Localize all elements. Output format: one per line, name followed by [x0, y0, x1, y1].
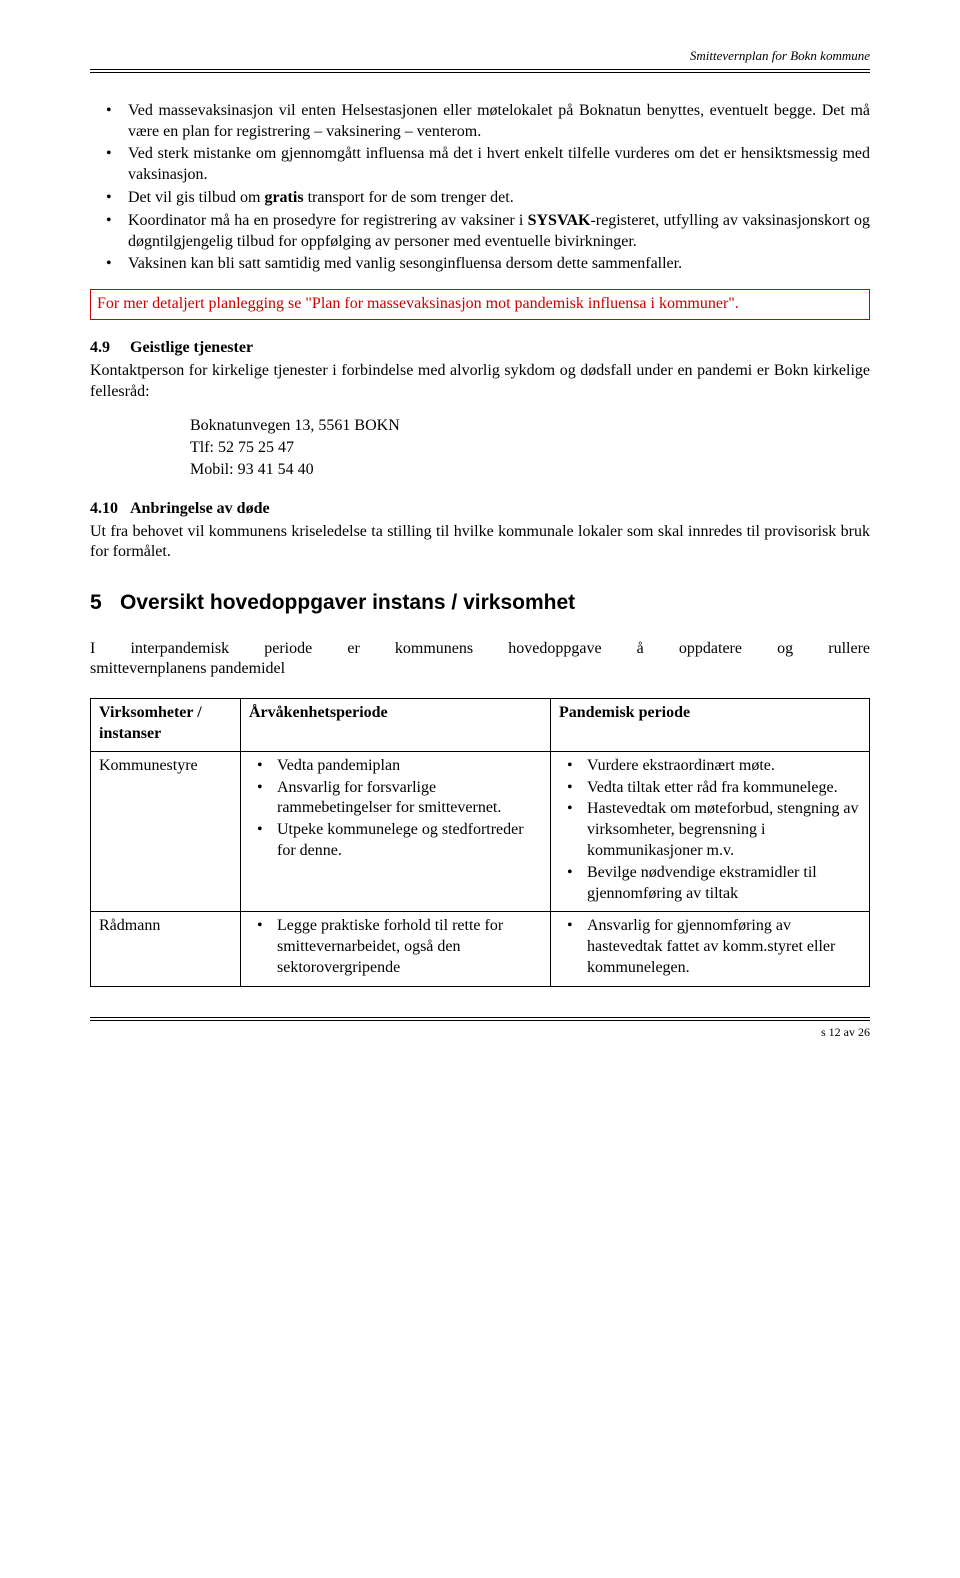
cell-list: Ansvarlig for gjennomføring av hastevedt…: [559, 916, 861, 978]
bullet-text-pre: Koordinator må ha en prosedyre for regis…: [128, 212, 528, 229]
footer-rule: [90, 1017, 870, 1018]
bullet-text-bold: gratis: [264, 189, 303, 206]
bullet-item: Det vil gis tilbud om gratis transport f…: [128, 188, 870, 209]
bullet-item: Ved sterk mistanke om gjennomgått influe…: [128, 144, 870, 186]
list-item: Utpeke kommunelege og stedfortreder for …: [277, 820, 542, 862]
subheading-title: Anbringelse av døde: [130, 500, 270, 517]
list-item: Ansvarlig for gjennomføring av hastevedt…: [587, 916, 861, 978]
table-cell: Legge praktiske forhold til rette for sm…: [241, 912, 551, 986]
bullet-text: Ved massevaksinasjon vil enten Helsestas…: [128, 102, 870, 140]
bullet-text: Vaksinen kan bli satt samtidig med vanli…: [128, 255, 682, 272]
running-header-text: Smittevernplan for Bokn kommune: [690, 48, 870, 63]
section-5-title: 5Oversikt hovedoppgaver instans / virkso…: [90, 589, 870, 616]
table-header-cell: Virksomheter / instanser: [91, 699, 241, 752]
list-item: Legge praktiske forhold til rette for sm…: [277, 916, 542, 978]
overview-table: Virksomheter / instanser Årvåkenhetsperi…: [90, 698, 870, 987]
intro-line: smittevernplanens pandemidel: [90, 659, 870, 680]
header-text: Pandemisk periode: [559, 704, 690, 721]
bullet-item: Koordinator må ha en prosedyre for regis…: [128, 211, 870, 253]
bullet-text-bold: SYSVAK: [528, 212, 591, 229]
address-line: Boknatunvegen 13, 5561 BOKN: [190, 416, 870, 437]
section-title-text: Oversikt hovedoppgaver instans / virksom…: [120, 591, 575, 614]
table-cell: Kommunestyre: [91, 751, 241, 912]
table-row: Rådmann Legge praktiske forhold til rett…: [91, 912, 870, 986]
subheading-number: 4.9: [90, 338, 130, 359]
red-callout-text: For mer detaljert planlegging se "Plan f…: [97, 295, 739, 312]
paragraph: Kontaktperson for kirkelige tjenester i …: [90, 361, 870, 403]
subheading-number: 4.10: [90, 499, 130, 520]
subheading-4-9: 4.9Geistlige tjenester: [90, 338, 870, 359]
page-number-text: s 12 av 26: [821, 1025, 870, 1039]
list-item: Vedta pandemiplan: [277, 756, 542, 777]
running-header: Smittevernplan for Bokn kommune: [90, 48, 870, 70]
table-cell: Vurdere ekstraordinært møte. Vedta tilta…: [551, 751, 870, 912]
main-bullet-list: Ved massevaksinasjon vil enten Helsestas…: [90, 101, 870, 275]
footer-rule: [90, 1020, 870, 1021]
table-header-cell: Pandemisk periode: [551, 699, 870, 752]
header-text: Årvåkenhetsperiode: [249, 704, 388, 721]
cell-list: Vurdere ekstraordinært møte. Vedta tilta…: [559, 756, 861, 905]
table-cell: Ansvarlig for gjennomføring av hastevedt…: [551, 912, 870, 986]
address-line: Tlf: 52 75 25 47: [190, 438, 870, 459]
list-item: Vurdere ekstraordinært møte.: [587, 756, 861, 777]
bullet-text: Ved sterk mistanke om gjennomgått influe…: [128, 145, 870, 183]
page-number: s 12 av 26: [90, 1025, 870, 1041]
address-line: Mobil: 93 41 54 40: [190, 460, 870, 481]
bullet-text-post: transport for de som trenger det.: [304, 189, 514, 206]
paragraph-text: Kontaktperson for kirkelige tjenester i …: [90, 362, 870, 400]
address-block: Boknatunvegen 13, 5561 BOKN Tlf: 52 75 2…: [190, 416, 870, 480]
list-item: Hastevedtak om møteforbud, stengning av …: [587, 799, 861, 861]
cell-text: Kommunestyre: [99, 757, 198, 774]
list-item: Bevilge nødvendige ekstramidler til gjen…: [587, 863, 861, 905]
subheading-4-10: 4.10Anbringelse av døde: [90, 499, 870, 520]
red-callout-box: For mer detaljert planlegging se "Plan f…: [90, 289, 870, 320]
paragraph: Ut fra behovet vil kommunens kriseledels…: [90, 522, 870, 564]
table-header-row: Virksomheter / instanser Årvåkenhetsperi…: [91, 699, 870, 752]
intro-line: I interpandemisk periode er kommunens ho…: [90, 639, 870, 660]
table-row: Kommunestyre Vedta pandemiplan Ansvarlig…: [91, 751, 870, 912]
cell-list: Vedta pandemiplan Ansvarlig for forsvarl…: [249, 756, 542, 862]
cell-text: Rådmann: [99, 917, 160, 934]
cell-list: Legge praktiske forhold til rette for sm…: [249, 916, 542, 978]
table-cell: Rådmann: [91, 912, 241, 986]
header-rule: [90, 72, 870, 73]
list-item: Ansvarlig for forsvarlige rammebetingels…: [277, 778, 542, 820]
bullet-text-pre: Det vil gis tilbud om: [128, 189, 264, 206]
paragraph-text: Ut fra behovet vil kommunens kriseledels…: [90, 523, 870, 561]
table-header-cell: Årvåkenhetsperiode: [241, 699, 551, 752]
section-5-intro: I interpandemisk periode er kommunens ho…: [90, 639, 870, 681]
bullet-item: Vaksinen kan bli satt samtidig med vanli…: [128, 254, 870, 275]
header-text: instanser: [99, 725, 161, 742]
subheading-title: Geistlige tjenester: [130, 339, 253, 356]
bullet-item: Ved massevaksinasjon vil enten Helsestas…: [128, 101, 870, 143]
table-cell: Vedta pandemiplan Ansvarlig for forsvarl…: [241, 751, 551, 912]
section-number: 5: [90, 589, 120, 616]
header-text: Virksomheter /: [99, 704, 202, 721]
list-item: Vedta tiltak etter råd fra kommunelege.: [587, 778, 861, 799]
